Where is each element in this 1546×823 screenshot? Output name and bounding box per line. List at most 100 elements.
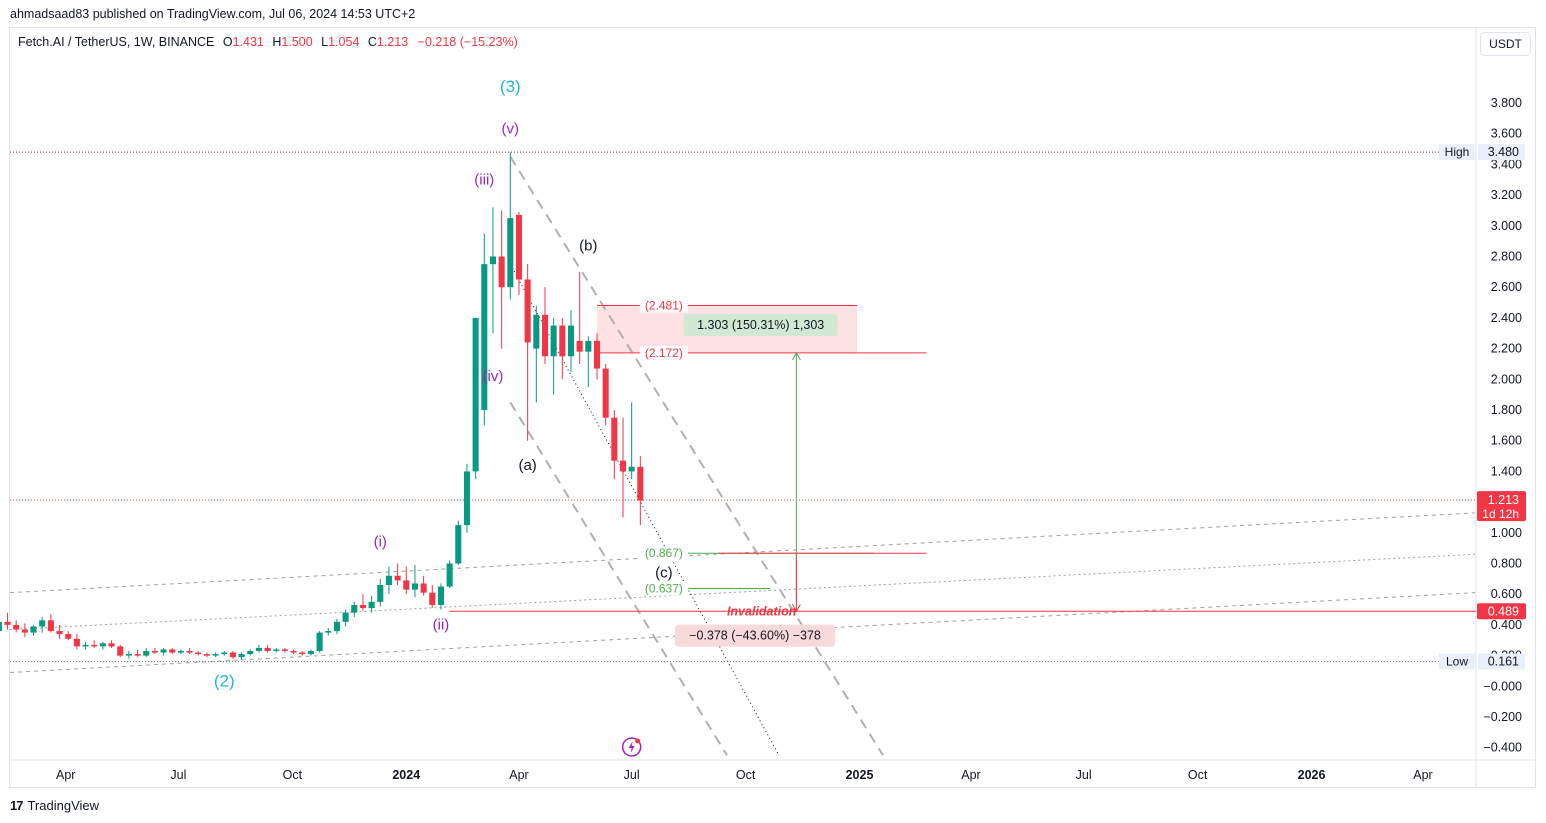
wave-label: (b) (579, 237, 597, 254)
candle-body (264, 647, 271, 652)
candle-body (82, 644, 89, 647)
level-name: High (1445, 145, 1470, 159)
measure-down-arrow-icon (791, 604, 801, 613)
candle-body (99, 643, 106, 647)
y-tick-label: 1.400 (1491, 464, 1522, 478)
wave-label: (c) (655, 564, 673, 581)
candle-body (481, 264, 488, 410)
symbol-legend: Fetch.AI / TetherUS, 1W, BINANCE O1.431 … (18, 35, 518, 49)
candle-body (65, 634, 72, 639)
fib-level-label: (0.637) (645, 582, 683, 596)
symbol-name[interactable]: Fetch.AI / TetherUS, 1W, BINANCE (18, 35, 215, 49)
current-price-text: 1.213 (1488, 493, 1519, 507)
measure-up-box (683, 314, 838, 337)
candle-body (177, 651, 184, 653)
candle-body (593, 340, 601, 369)
level-name-tag (1439, 653, 1475, 670)
candle-body (281, 649, 288, 652)
current-price-tag (1477, 491, 1526, 522)
level-name: Low (1446, 655, 1468, 669)
candle-body (368, 601, 375, 609)
x-tick-label: Apr (509, 768, 528, 782)
wave-label: (a) (518, 457, 536, 474)
y-tick-label: 3.600 (1491, 127, 1522, 141)
y-tick-label: 0.800 (1491, 557, 1522, 571)
invalidation-label: Invalidation (727, 604, 797, 618)
fib-level-label: (2.481) (645, 298, 683, 312)
low-value: 1.054 (328, 35, 360, 49)
candle-body (169, 649, 176, 653)
candle-body (117, 646, 124, 656)
countdown-text: 1d 12h (1482, 507, 1519, 521)
candle-body (125, 654, 132, 656)
candle-body (541, 314, 549, 357)
candle-body (299, 652, 306, 655)
y-tick-label: 1.800 (1491, 403, 1522, 417)
candle-body (255, 647, 262, 652)
measure-down-box (675, 624, 836, 647)
x-tick-label: Jul (1076, 768, 1092, 782)
candle-body (325, 631, 332, 633)
wave-label: (v) (502, 121, 520, 138)
candle-body (533, 314, 540, 349)
candle-body (507, 218, 514, 288)
y-tick-label: 1.600 (1491, 434, 1522, 448)
candle-body (550, 325, 557, 357)
x-tick-label: 2024 (392, 768, 420, 782)
y-tick-label: 0.400 (1491, 618, 1522, 632)
candle-body (316, 632, 323, 652)
y-tick-label: 3.800 (1491, 96, 1522, 110)
candle-body (559, 325, 566, 357)
x-tick-label: Apr (1413, 768, 1432, 782)
candle-body (0, 621, 2, 632)
open-value: 1.431 (232, 35, 264, 49)
candle-body (394, 575, 401, 581)
candle-body (567, 325, 575, 357)
candle-body (273, 649, 280, 652)
fib-label-bg (639, 581, 688, 596)
candle-body (429, 592, 436, 605)
x-tick-label: 2025 (846, 768, 874, 782)
y-tick-label: 1.000 (1491, 526, 1522, 540)
level-name-tag (1439, 144, 1475, 161)
candle-body (21, 629, 28, 633)
x-tick-label: Jul (624, 768, 640, 782)
candle-body (446, 563, 453, 587)
descending-channel-lower (509, 401, 728, 756)
lightning-icon (628, 741, 635, 753)
x-tick-label: Oct (283, 768, 303, 782)
y-tick-label: 2.200 (1491, 342, 1522, 356)
price-tag-text: 0.161 (1488, 655, 1519, 669)
x-tick-label: Jul (170, 768, 186, 782)
candle-body (13, 624, 20, 630)
change-value: −0.218 (−15.23%) (417, 35, 518, 49)
candle-body (221, 652, 228, 655)
wave-label: (2) (214, 671, 235, 690)
candle-body (151, 651, 158, 653)
low-label: L (321, 35, 329, 49)
event-dot-icon (635, 738, 641, 744)
candle-body (585, 340, 592, 352)
fib-label-bg (639, 546, 688, 561)
wave-label: (iii) (474, 171, 494, 188)
fib-label-bg (639, 298, 688, 313)
candle-body (160, 649, 167, 653)
tradingview-logo-icon: 17 (10, 798, 24, 813)
candle-body (628, 466, 635, 472)
currency-button[interactable]: USDT (1480, 32, 1531, 56)
y-tick-label: −0.400 (1483, 741, 1522, 755)
candle-body (186, 651, 193, 653)
y-tick-label: 3.000 (1491, 219, 1522, 233)
brand-name: TradingView (27, 798, 100, 813)
candle-body (359, 604, 366, 609)
tradingview-brand[interactable]: 17 TradingView (10, 798, 99, 813)
candle-body (212, 654, 219, 656)
candle-body (576, 340, 583, 352)
candle-body (637, 466, 644, 501)
candle-body (247, 651, 254, 655)
measure-up-arrow-icon (791, 351, 801, 361)
candle-body (238, 654, 245, 658)
candle-body (73, 638, 80, 647)
candle-body (108, 643, 115, 647)
